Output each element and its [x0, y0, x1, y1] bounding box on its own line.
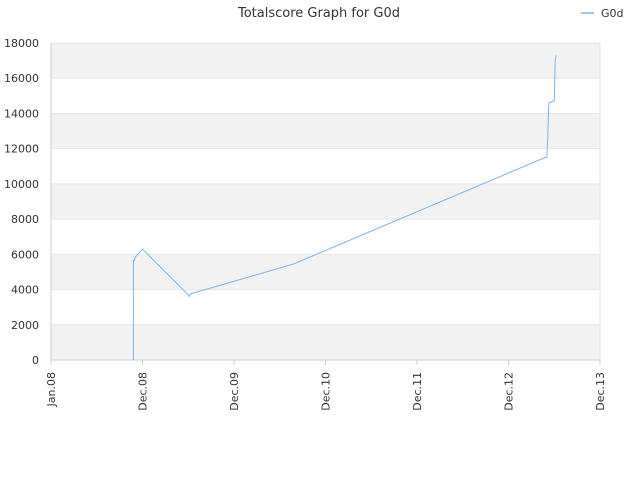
- x-tick-label: Dec.13: [594, 372, 607, 411]
- x-tick-label: Jan.08: [45, 372, 58, 407]
- plot-band: [51, 183, 600, 220]
- y-axis-ticks: 0 2000 4000 6000 8000 10000 12000 14000 16000 180…: [4, 37, 39, 367]
- legend-series-label: G0d: [601, 7, 624, 20]
- y-tick-label: 12000: [4, 143, 39, 156]
- plot-band: [51, 78, 600, 114]
- y-tick-label: 0: [32, 354, 39, 367]
- y-tick-label: 10000: [4, 178, 39, 191]
- plot-band: [51, 289, 600, 325]
- plot-band: [51, 113, 600, 149]
- x-axis-ticks: Jan.08 Dec.08 Dec.09 Dec.10 Dec.11 Dec.12 Dec.…: [45, 360, 607, 411]
- series-line-g0d[interactable]: [132, 55, 557, 360]
- x-tick-label: Dec.09: [228, 372, 241, 411]
- plot-bands: [51, 43, 600, 360]
- y-tick-label: 14000: [4, 107, 39, 120]
- x-tick-label: Dec.12: [503, 372, 516, 411]
- plot-band: [51, 43, 600, 79]
- legend[interactable]: G0d: [581, 7, 624, 20]
- plot-band: [51, 148, 600, 184]
- x-tick-label: Dec.10: [320, 372, 333, 411]
- series-layer: [132, 55, 557, 360]
- y-tick-label: 6000: [11, 248, 39, 261]
- plot-band: [51, 219, 600, 255]
- y-tick-label: 18000: [4, 37, 39, 50]
- y-tick-label: 2000: [11, 319, 39, 332]
- y-tick-label: 8000: [11, 213, 39, 226]
- plot-band: [51, 254, 600, 290]
- plot-band: [51, 324, 600, 360]
- x-tick-label: Dec.11: [411, 372, 424, 411]
- chart-title: Totalscore Graph for G0d: [237, 6, 400, 21]
- x-tick-label: Dec.08: [137, 372, 150, 411]
- y-tick-label: 16000: [4, 72, 39, 85]
- y-tick-label: 4000: [11, 284, 39, 297]
